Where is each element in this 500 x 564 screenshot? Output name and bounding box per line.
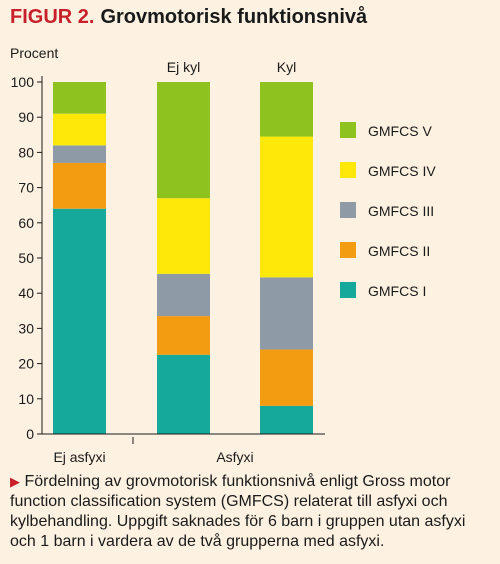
- bar-segment: [157, 316, 210, 355]
- stacked-bar-chart: Procent 0 10 20 30 40 50 60 70 80 90 100 Ej kyl Kyl Ej…: [10, 45, 436, 465]
- caption-text: Fördelning av grovmotorisk funktionsnivå…: [10, 473, 466, 550]
- legend-swatch: [340, 202, 356, 218]
- bar-segment: [157, 273, 210, 317]
- y-tick-label: 10: [18, 391, 34, 407]
- y-tick-label: 40: [18, 285, 34, 301]
- figure-heading: Grovmotorisk funktionsnivå: [100, 6, 368, 28]
- caption-arrow-icon: ▶: [10, 474, 20, 489]
- bar-segment: [157, 354, 210, 434]
- figure-label: FIGUR 2.: [10, 6, 95, 28]
- legend-label: GMFCS II: [368, 243, 430, 259]
- figure-title: FIGUR 2. Grovmotorisk funktionsnivå: [10, 6, 367, 29]
- y-tick-label: 0: [26, 426, 34, 442]
- y-tick-label: 100: [11, 74, 35, 90]
- bar-segment: [260, 405, 313, 434]
- legend-swatch: [340, 242, 356, 258]
- x-group-label: Asfyxi: [216, 449, 253, 465]
- legend-swatch: [340, 162, 356, 178]
- legend-swatch: [340, 282, 356, 298]
- y-tick-label: 80: [18, 144, 34, 160]
- bar-segment: [157, 82, 210, 199]
- legend-label: GMFCS IV: [368, 163, 436, 179]
- bar-top-label: Kyl: [277, 59, 296, 75]
- bar-top-label: Ej kyl: [167, 59, 200, 75]
- y-tick-label: 90: [18, 109, 34, 125]
- bar-segment: [53, 145, 106, 163]
- bar-segment: [53, 82, 106, 114]
- bar-segment: [157, 198, 210, 274]
- legend-swatch: [340, 122, 356, 138]
- y-tick-label: 30: [18, 320, 34, 336]
- legend-label: GMFCS III: [368, 203, 434, 219]
- bar-segment: [260, 277, 313, 350]
- y-tick-label: 20: [18, 356, 34, 372]
- y-tick-label: 50: [18, 250, 34, 266]
- bar-segment: [260, 82, 313, 137]
- bar-segment: [53, 113, 106, 146]
- figure-caption: ▶ Fördelning av grovmotorisk funktionsni…: [10, 472, 492, 552]
- x-group-label: Ej asfyxi: [53, 449, 105, 465]
- bar-segment: [53, 208, 106, 434]
- legend-label: GMFCS I: [368, 283, 426, 299]
- legend-label: GMFCS V: [368, 123, 432, 139]
- y-axis-title: Procent: [10, 45, 58, 61]
- y-tick-label: 70: [18, 180, 34, 196]
- y-tick-label: 60: [18, 215, 34, 231]
- bar-segment: [53, 162, 106, 209]
- bar-segment: [260, 349, 313, 406]
- bar-segment: [260, 136, 313, 278]
